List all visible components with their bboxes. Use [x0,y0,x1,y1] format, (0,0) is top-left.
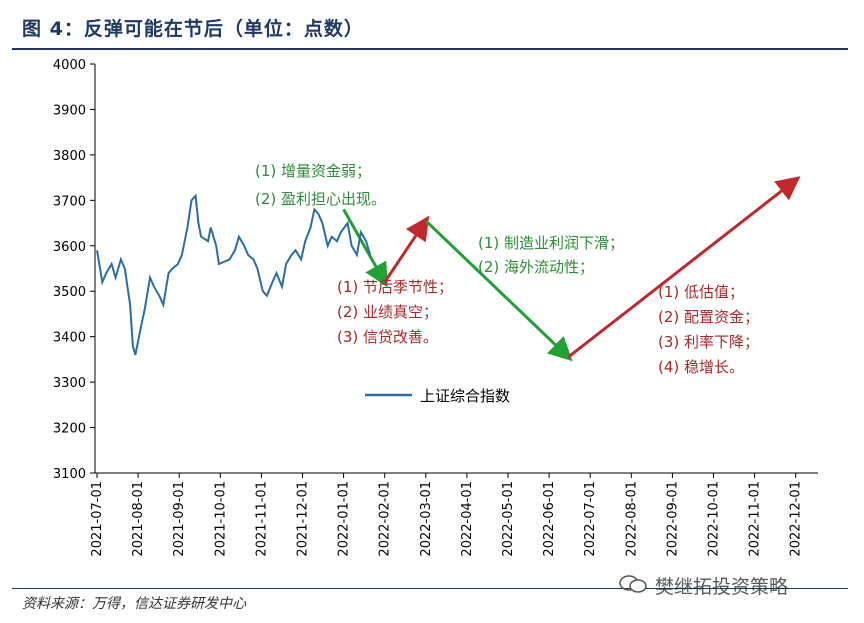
x-tick-label: 2022-06-01 [542,481,557,557]
title-divider [12,48,848,50]
annotation-2-line-2: (2) 业绩真空； [337,303,438,321]
annotation-group-3: (1) 制造业利润下滑； (2) 海外流动性； [478,234,624,276]
projection-arrows [342,176,801,362]
x-tick-label: 2022-05-01 [501,481,516,557]
wechat-logo-icon [619,575,647,593]
source-note: 资料来源：万得，信达证券研发中心 [22,596,246,612]
y-tick-label: 3900 [53,103,86,118]
annotation-4-line-4: (4) 稳增长。 [658,358,744,376]
projection-arrow-3 [424,219,573,362]
projection-arrow-2 [383,215,430,283]
x-tick-label: 2022-07-01 [583,481,598,557]
legend: 上证综合指数 [365,387,510,405]
x-tick-label: 2022-02-01 [378,481,393,557]
annotation-4-line-3: (3) 利率下降； [658,333,759,351]
y-tick-label: 3200 [53,422,86,437]
y-tick-label: 3300 [53,376,86,391]
annotation-1-line-2: (2) 盈利担心出现。 [255,190,386,208]
annotation-1-line-1: (1) 增量资金弱； [255,162,371,180]
series-line-shanghai-composite [96,193,372,356]
x-tick-label: 2021-09-01 [172,481,187,557]
x-tick-label: 2022-11-01 [748,481,763,557]
legend-label: 上证综合指数 [420,387,510,405]
x-tick-label: 2022-08-01 [624,481,639,557]
x-tick-label: 2021-10-01 [213,481,228,557]
annotation-3-line-2: (2) 海外流动性； [478,258,594,276]
projection-arrow-1 [342,208,388,288]
x-tick-label: 2022-10-01 [707,481,722,557]
x-tick-label: 2021-07-01 [90,481,105,557]
annotation-group-1: (1) 增量资金弱； (2) 盈利担心出现。 [255,162,386,208]
y-tick-label: 3600 [53,240,86,255]
annotation-4-line-2: (2) 配置资金； [658,308,759,326]
x-tick-label: 2022-03-01 [419,481,434,557]
y-tick-label: 3800 [53,149,86,164]
x-tick-label: 2022-04-01 [460,481,475,557]
y-tick-label: 3100 [53,467,86,482]
x-tick-label: 2021-12-01 [296,481,311,557]
y-tick-label: 4000 [53,58,86,73]
annotation-2-line-1: (1) 节后季节性； [337,278,453,296]
x-tick-label: 2021-11-01 [254,481,269,557]
annotation-2-line-3: (3) 信贷改善。 [337,328,438,346]
watermark-text: 樊继拓投资策略 [655,576,789,598]
y-tick-label: 3700 [53,194,86,209]
footer-divider [12,588,848,589]
chart-axes: 3100 3200 3300 3400 3500 3600 3700 3800 3900 4000… [53,58,818,557]
annotation-4-line-1: (1) 低估值； [658,283,744,301]
chart-title: 图 4：反弹可能在节后（单位：点数） [22,18,364,40]
y-tick-label: 3500 [53,285,86,300]
projection-arrow-4 [567,176,801,359]
x-tick-label: 2022-12-01 [789,481,804,557]
annotation-group-2: (1) 节后季节性； (2) 业绩真空； (3) 信贷改善。 [337,278,453,346]
annotation-group-4: (1) 低估值； (2) 配置资金； (3) 利率下降； (4) 稳增长。 [658,283,759,376]
x-tick-label: 2022-01-01 [337,481,352,557]
y-tick-label: 3400 [53,331,86,346]
x-tick-label: 2022-09-01 [665,481,680,557]
annotation-3-line-1: (1) 制造业利润下滑； [478,234,624,252]
x-tick-label: 2021-08-01 [131,481,146,557]
